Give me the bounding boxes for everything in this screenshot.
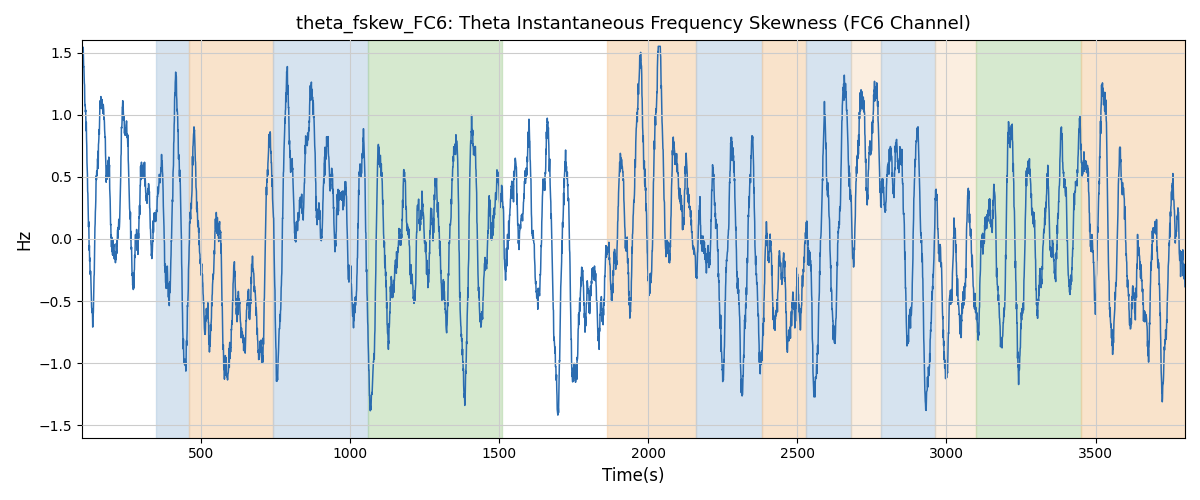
Bar bbox=[190, 40, 272, 438]
Bar bbox=[762, 40, 806, 438]
Bar bbox=[156, 40, 190, 438]
X-axis label: Time(s): Time(s) bbox=[602, 467, 665, 485]
Bar bbox=[272, 40, 368, 438]
Bar bbox=[806, 40, 851, 438]
Bar bbox=[935, 40, 977, 438]
Bar bbox=[607, 40, 696, 438]
Bar bbox=[696, 40, 762, 438]
Bar bbox=[881, 40, 935, 438]
Y-axis label: Hz: Hz bbox=[14, 228, 32, 250]
Bar bbox=[977, 40, 1081, 438]
Title: theta_fskew_FC6: Theta Instantaneous Frequency Skewness (FC6 Channel): theta_fskew_FC6: Theta Instantaneous Fre… bbox=[296, 15, 971, 34]
Bar bbox=[851, 40, 881, 438]
Bar bbox=[368, 40, 503, 438]
Bar bbox=[1081, 40, 1186, 438]
